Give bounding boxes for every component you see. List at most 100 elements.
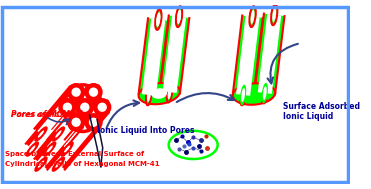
Polygon shape: [159, 15, 189, 93]
Ellipse shape: [61, 143, 73, 156]
Circle shape: [68, 114, 85, 131]
Ellipse shape: [35, 127, 47, 141]
Polygon shape: [63, 104, 106, 152]
Ellipse shape: [233, 83, 275, 105]
Ellipse shape: [272, 8, 276, 22]
Ellipse shape: [38, 160, 44, 168]
Polygon shape: [142, 19, 165, 96]
Polygon shape: [52, 117, 100, 170]
Polygon shape: [258, 14, 281, 94]
Ellipse shape: [177, 10, 181, 24]
Polygon shape: [29, 104, 71, 152]
Text: Surface Adsorbed: Surface Adsorbed: [283, 102, 360, 111]
Polygon shape: [26, 102, 74, 155]
Polygon shape: [60, 102, 109, 155]
Ellipse shape: [29, 146, 35, 153]
Circle shape: [85, 114, 102, 131]
Ellipse shape: [96, 101, 108, 114]
Ellipse shape: [99, 104, 105, 111]
Ellipse shape: [147, 88, 151, 102]
Circle shape: [68, 84, 85, 101]
Ellipse shape: [249, 6, 256, 27]
Ellipse shape: [64, 104, 70, 111]
Ellipse shape: [146, 85, 152, 105]
Ellipse shape: [70, 116, 82, 129]
Ellipse shape: [156, 13, 160, 27]
Polygon shape: [55, 89, 97, 137]
Ellipse shape: [177, 10, 181, 24]
Ellipse shape: [53, 127, 64, 141]
Ellipse shape: [235, 85, 273, 103]
Polygon shape: [162, 16, 186, 93]
Ellipse shape: [79, 101, 91, 114]
Polygon shape: [35, 87, 83, 139]
Ellipse shape: [176, 6, 182, 27]
Ellipse shape: [151, 88, 167, 99]
Ellipse shape: [167, 82, 173, 102]
Circle shape: [72, 88, 81, 97]
Ellipse shape: [241, 88, 245, 102]
Ellipse shape: [156, 13, 160, 27]
Ellipse shape: [240, 85, 246, 105]
Circle shape: [89, 88, 98, 97]
Polygon shape: [37, 119, 80, 167]
Ellipse shape: [55, 160, 62, 168]
Ellipse shape: [168, 85, 171, 99]
Ellipse shape: [46, 146, 53, 153]
Ellipse shape: [138, 83, 180, 104]
Ellipse shape: [62, 101, 73, 114]
Ellipse shape: [91, 88, 96, 96]
Ellipse shape: [73, 88, 79, 96]
Polygon shape: [139, 18, 168, 96]
Circle shape: [59, 99, 76, 116]
Ellipse shape: [82, 104, 88, 111]
Polygon shape: [35, 117, 83, 170]
Ellipse shape: [27, 143, 38, 156]
Ellipse shape: [240, 85, 246, 105]
Ellipse shape: [53, 157, 64, 171]
Polygon shape: [255, 14, 285, 94]
Ellipse shape: [271, 5, 277, 25]
Circle shape: [80, 103, 89, 112]
Text: Cylindrical Walls of Hexagonal MCM-41: Cylindrical Walls of Hexagonal MCM-41: [5, 161, 159, 167]
Circle shape: [89, 118, 98, 127]
Ellipse shape: [250, 6, 255, 27]
Ellipse shape: [88, 116, 99, 129]
Ellipse shape: [73, 119, 79, 126]
Ellipse shape: [262, 83, 268, 103]
Polygon shape: [52, 87, 100, 139]
Ellipse shape: [44, 143, 55, 156]
Ellipse shape: [64, 146, 70, 153]
Circle shape: [63, 103, 72, 112]
Ellipse shape: [38, 130, 44, 138]
Text: Ionic Liquid Into Pores: Ionic Liquid Into Pores: [97, 126, 195, 135]
Circle shape: [98, 103, 107, 112]
Ellipse shape: [155, 9, 161, 30]
Circle shape: [72, 118, 81, 127]
Text: Ionic Liquid: Ionic Liquid: [283, 112, 333, 121]
Text: Pores of MCM-41: Pores of MCM-41: [11, 110, 84, 119]
Ellipse shape: [88, 86, 99, 99]
Polygon shape: [37, 89, 80, 137]
Circle shape: [76, 99, 93, 116]
Polygon shape: [43, 102, 91, 155]
Ellipse shape: [35, 157, 47, 171]
Ellipse shape: [262, 83, 267, 103]
Polygon shape: [55, 119, 97, 167]
Polygon shape: [46, 104, 88, 152]
Ellipse shape: [263, 86, 267, 100]
Polygon shape: [236, 16, 260, 96]
Ellipse shape: [169, 131, 218, 159]
Ellipse shape: [91, 119, 96, 126]
Ellipse shape: [176, 6, 182, 27]
Circle shape: [85, 84, 102, 101]
Ellipse shape: [271, 5, 277, 25]
Ellipse shape: [70, 86, 82, 99]
Circle shape: [94, 99, 111, 116]
Text: Space between External Surface of: Space between External Surface of: [5, 151, 144, 157]
Ellipse shape: [155, 9, 161, 30]
Polygon shape: [233, 15, 263, 96]
Text: Pores of MCM-41: Pores of MCM-41: [11, 112, 81, 118]
Ellipse shape: [55, 130, 62, 138]
Ellipse shape: [250, 10, 255, 24]
